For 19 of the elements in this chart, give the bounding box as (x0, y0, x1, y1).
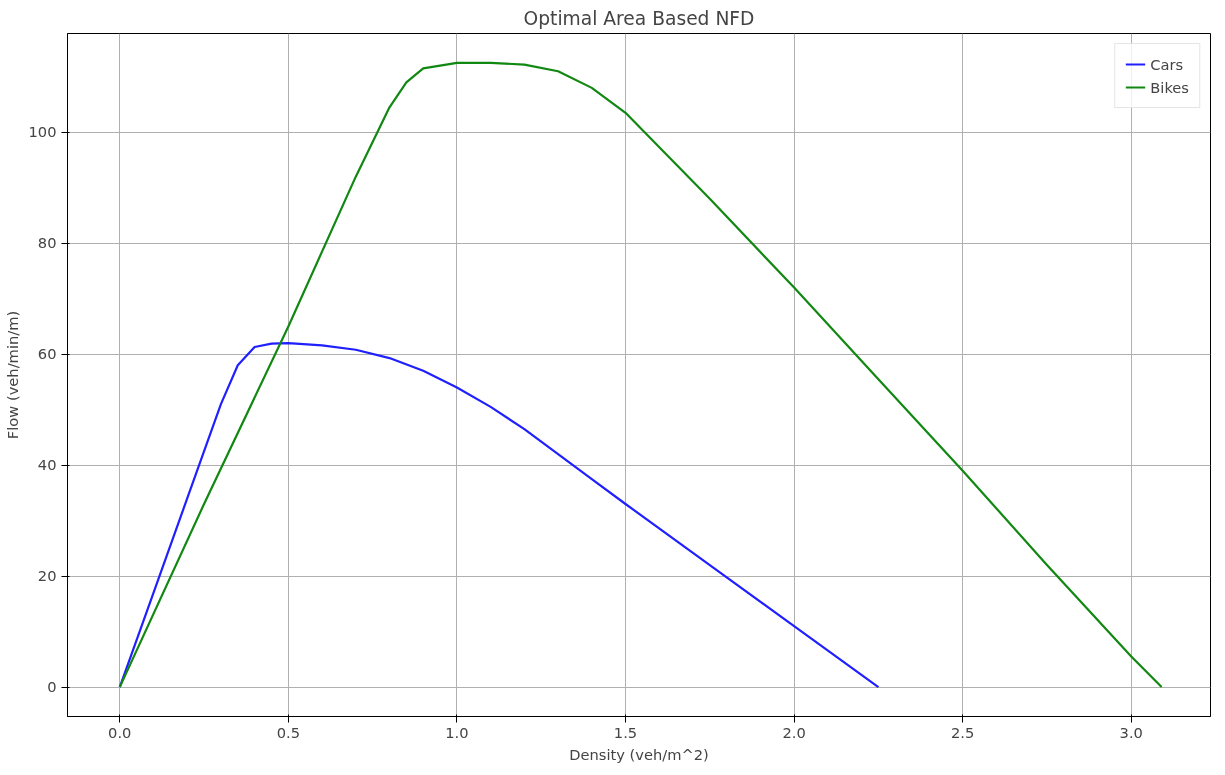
x-tick-label: 1.0 (445, 723, 469, 741)
x-tick-label: 2.5 (951, 723, 975, 741)
x-axis-title: Density (veh/m^2) (569, 745, 709, 763)
y-tick-label: 0 (47, 678, 57, 696)
x-tick-label: 0.0 (108, 723, 132, 741)
y-tick-label: 20 (37, 567, 57, 585)
legend-label: Bikes (1150, 78, 1189, 96)
x-tick-label: 2.0 (782, 723, 806, 741)
y-axis-title: Flow (veh/min/m) (3, 310, 21, 440)
chart-title: Optimal Area Based NFD (523, 7, 755, 29)
x-tick-label: 0.5 (276, 723, 300, 741)
legend-label: Cars (1150, 55, 1184, 73)
y-tick-label: 40 (37, 456, 57, 474)
y-tick-label: 80 (37, 234, 57, 252)
x-tick-label: 1.5 (613, 723, 638, 741)
y-tick-label: 100 (28, 123, 57, 141)
x-tick-label: 3.0 (1119, 723, 1143, 741)
line-series (118, 342, 880, 689)
y-tick-label: 60 (37, 345, 57, 363)
